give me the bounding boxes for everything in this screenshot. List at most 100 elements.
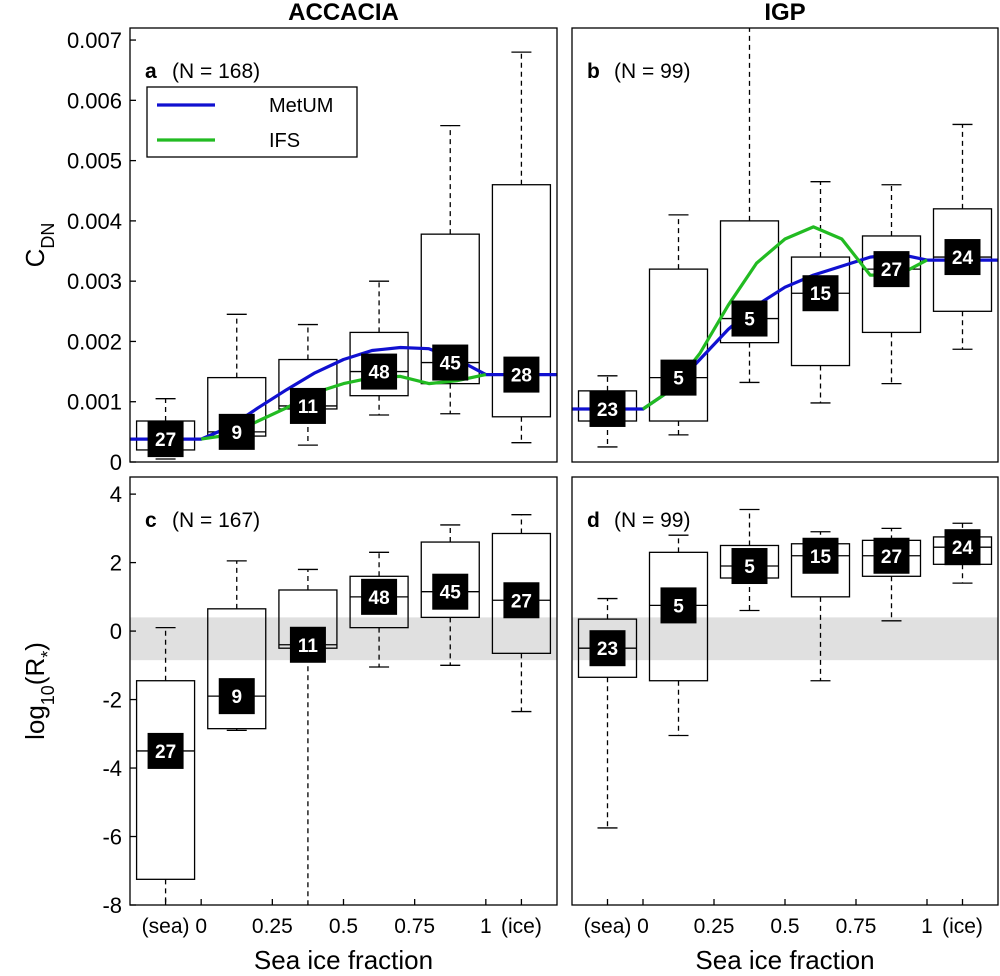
y-tick-label: 0.003 bbox=[67, 269, 122, 294]
panel: 23 5 5 15 27 24 bbox=[572, 508, 998, 829]
y-axis-label-part: log bbox=[20, 705, 50, 740]
y-tick-label: 2 bbox=[110, 551, 122, 576]
y-tick-label: 0.007 bbox=[67, 28, 122, 53]
count-badge bbox=[731, 548, 768, 585]
count-label: 48 bbox=[369, 588, 390, 609]
column-title: IGP bbox=[764, 0, 805, 26]
x-tick-label: (sea) bbox=[142, 915, 190, 938]
panel: 27 9 11 48 45 27 bbox=[130, 514, 557, 905]
y-tick-label: 0.001 bbox=[67, 390, 122, 415]
panel-annotation: (N = 167) bbox=[172, 509, 260, 532]
legend-label: IFS bbox=[269, 130, 300, 152]
y-tick-label: 0 bbox=[110, 619, 122, 644]
count-badge bbox=[289, 626, 326, 663]
x-tick-label: 0 bbox=[637, 915, 649, 938]
panel-annotation: (N = 99) bbox=[614, 60, 690, 83]
panel: 23 5 5 15 27 24 bbox=[572, 28, 998, 448]
count-badge bbox=[660, 587, 697, 624]
count-label: 45 bbox=[440, 583, 462, 604]
count-label: 27 bbox=[511, 591, 532, 612]
count-badge bbox=[802, 275, 839, 312]
x-tick-label: 1 bbox=[480, 915, 492, 938]
axes-frame bbox=[571, 27, 999, 463]
x-tick-label: 0.5 bbox=[329, 915, 358, 938]
box bbox=[135, 680, 196, 880]
y-tick-label: 4 bbox=[110, 482, 122, 507]
count-badge bbox=[361, 578, 398, 615]
column-title: ACCACIA bbox=[288, 0, 399, 26]
box bbox=[861, 235, 922, 334]
count-badge bbox=[289, 387, 326, 424]
x-tick-label: (sea) bbox=[584, 915, 632, 938]
count-badge bbox=[432, 344, 469, 381]
count-label: 27 bbox=[881, 547, 902, 568]
legend-label: MetUM bbox=[269, 95, 333, 117]
axes-frame bbox=[129, 27, 558, 463]
count-label: 28 bbox=[511, 366, 532, 387]
count-label: 45 bbox=[440, 354, 462, 375]
x-tick-label: 0.75 bbox=[394, 915, 435, 938]
box bbox=[207, 608, 267, 730]
y-axis-label-part: C bbox=[20, 249, 50, 268]
count-label: 9 bbox=[231, 687, 242, 708]
y-tick-label: 0.004 bbox=[67, 209, 122, 234]
count-label: 15 bbox=[810, 284, 832, 305]
y-tick-label: -2 bbox=[102, 688, 122, 713]
y-axis-label-part: * bbox=[38, 651, 58, 658]
shaded-band bbox=[572, 617, 998, 661]
x-axis-label: Sea ice fraction bbox=[254, 945, 433, 975]
count-label: 5 bbox=[673, 596, 684, 617]
box bbox=[648, 551, 709, 682]
box bbox=[491, 184, 552, 418]
x-tick-label: 0.75 bbox=[836, 915, 877, 938]
y-axis-label-part: DN bbox=[38, 223, 58, 249]
box bbox=[420, 233, 480, 385]
box bbox=[719, 220, 780, 344]
x-tick-label: 0.25 bbox=[694, 915, 735, 938]
count-badge bbox=[503, 582, 540, 619]
y-axis-label-part: 10 bbox=[38, 685, 58, 705]
count-label: 23 bbox=[597, 400, 618, 421]
count-badge bbox=[873, 537, 910, 574]
box bbox=[349, 575, 409, 629]
y-tick-label: 0.002 bbox=[67, 329, 122, 354]
x-tick-label: 0.25 bbox=[252, 915, 293, 938]
panel-label: b bbox=[587, 60, 600, 83]
count-label: 9 bbox=[231, 423, 242, 444]
count-badge bbox=[503, 356, 540, 393]
count-badge bbox=[218, 413, 255, 450]
count-label: 23 bbox=[597, 639, 618, 660]
count-label: 24 bbox=[952, 538, 974, 559]
count-label: 5 bbox=[673, 369, 684, 390]
count-label: 5 bbox=[744, 310, 755, 331]
panel-label: a bbox=[145, 60, 157, 83]
count-badge bbox=[589, 630, 626, 667]
count-badge bbox=[660, 359, 697, 396]
count-badge bbox=[802, 537, 839, 574]
count-badge bbox=[147, 421, 184, 458]
box bbox=[648, 268, 709, 422]
x-tick-label: 0 bbox=[195, 915, 207, 938]
y-tick-label: -4 bbox=[102, 756, 122, 781]
count-badge bbox=[218, 678, 255, 715]
count-label: 11 bbox=[298, 397, 319, 418]
count-label: 27 bbox=[881, 260, 902, 281]
count-badge bbox=[589, 390, 626, 427]
panel: 27 9 11 48 45 28 bbox=[130, 51, 557, 460]
y-tick-label: 0 bbox=[110, 450, 122, 475]
count-badge bbox=[147, 732, 184, 769]
box bbox=[420, 541, 480, 619]
count-badge bbox=[944, 529, 981, 566]
y-tick-label: 0.006 bbox=[67, 88, 122, 113]
x-tick-label: 0.5 bbox=[770, 915, 799, 938]
x-tick-label: (ice) bbox=[942, 915, 983, 938]
x-tick-label: 1 bbox=[921, 915, 933, 938]
count-badge bbox=[731, 300, 768, 337]
count-label: 24 bbox=[952, 248, 974, 269]
legend-box bbox=[146, 86, 358, 158]
y-axis-label-part: (R bbox=[20, 658, 50, 685]
y-tick-label: -8 bbox=[102, 893, 122, 918]
count-badge bbox=[944, 239, 981, 276]
